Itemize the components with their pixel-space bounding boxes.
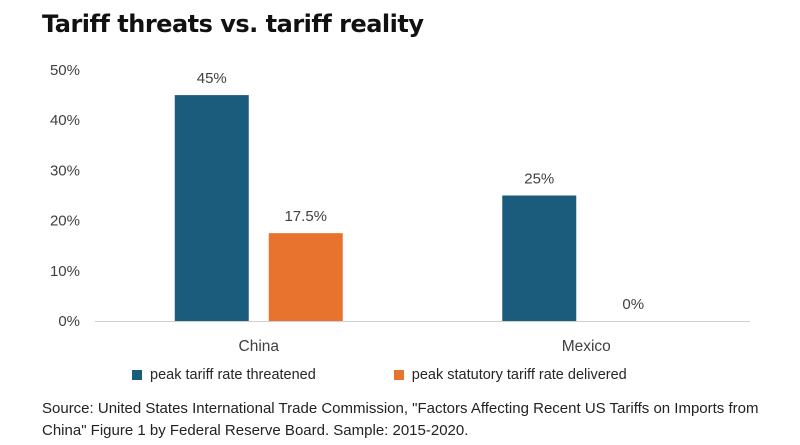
y-tick-label: 50% [50,62,80,79]
y-tick-label: 30% [50,162,80,179]
bar-china-series-1 [268,233,343,321]
legend-swatch-threatened [132,370,142,380]
data-label-china-series-0: 45% [197,70,227,87]
x-tick-label-mexico: Mexico [562,338,611,355]
source-note: Source: United States International Trad… [42,400,759,439]
chart-title: Tariff threats vs. tariff reality [42,10,424,38]
legend-label-delivered: peak statutory tariff rate delivered [411,367,627,383]
y-tick-label: 20% [50,213,80,230]
legend-swatch-delivered [393,370,404,380]
y-tick-label: 10% [50,263,80,280]
bar-mexico-series-0 [502,195,577,321]
data-label-china-series-1: 17.5% [284,208,327,225]
legend-item-delivered: peak statutory tariff rate delivered [393,367,627,383]
data-label-mexico-series-1: 0% [622,296,644,313]
x-tick-label-china: China [239,338,280,355]
y-tick-label: 40% [50,112,80,129]
bar-chart: 0% 10% 20% 30% 40% 50% 45% 17.5% China 25% 0% Mexic… [50,62,750,355]
legend: peak tariff rate threatened peak statuto… [132,367,705,383]
bar-china-series-0 [174,95,249,321]
legend-item-threatened: peak tariff rate threatened [132,367,316,383]
y-tick-label: 0% [58,313,80,330]
legend-label-threatened: peak tariff rate threatened [150,367,316,383]
data-label-mexico-series-0: 25% [524,171,554,188]
